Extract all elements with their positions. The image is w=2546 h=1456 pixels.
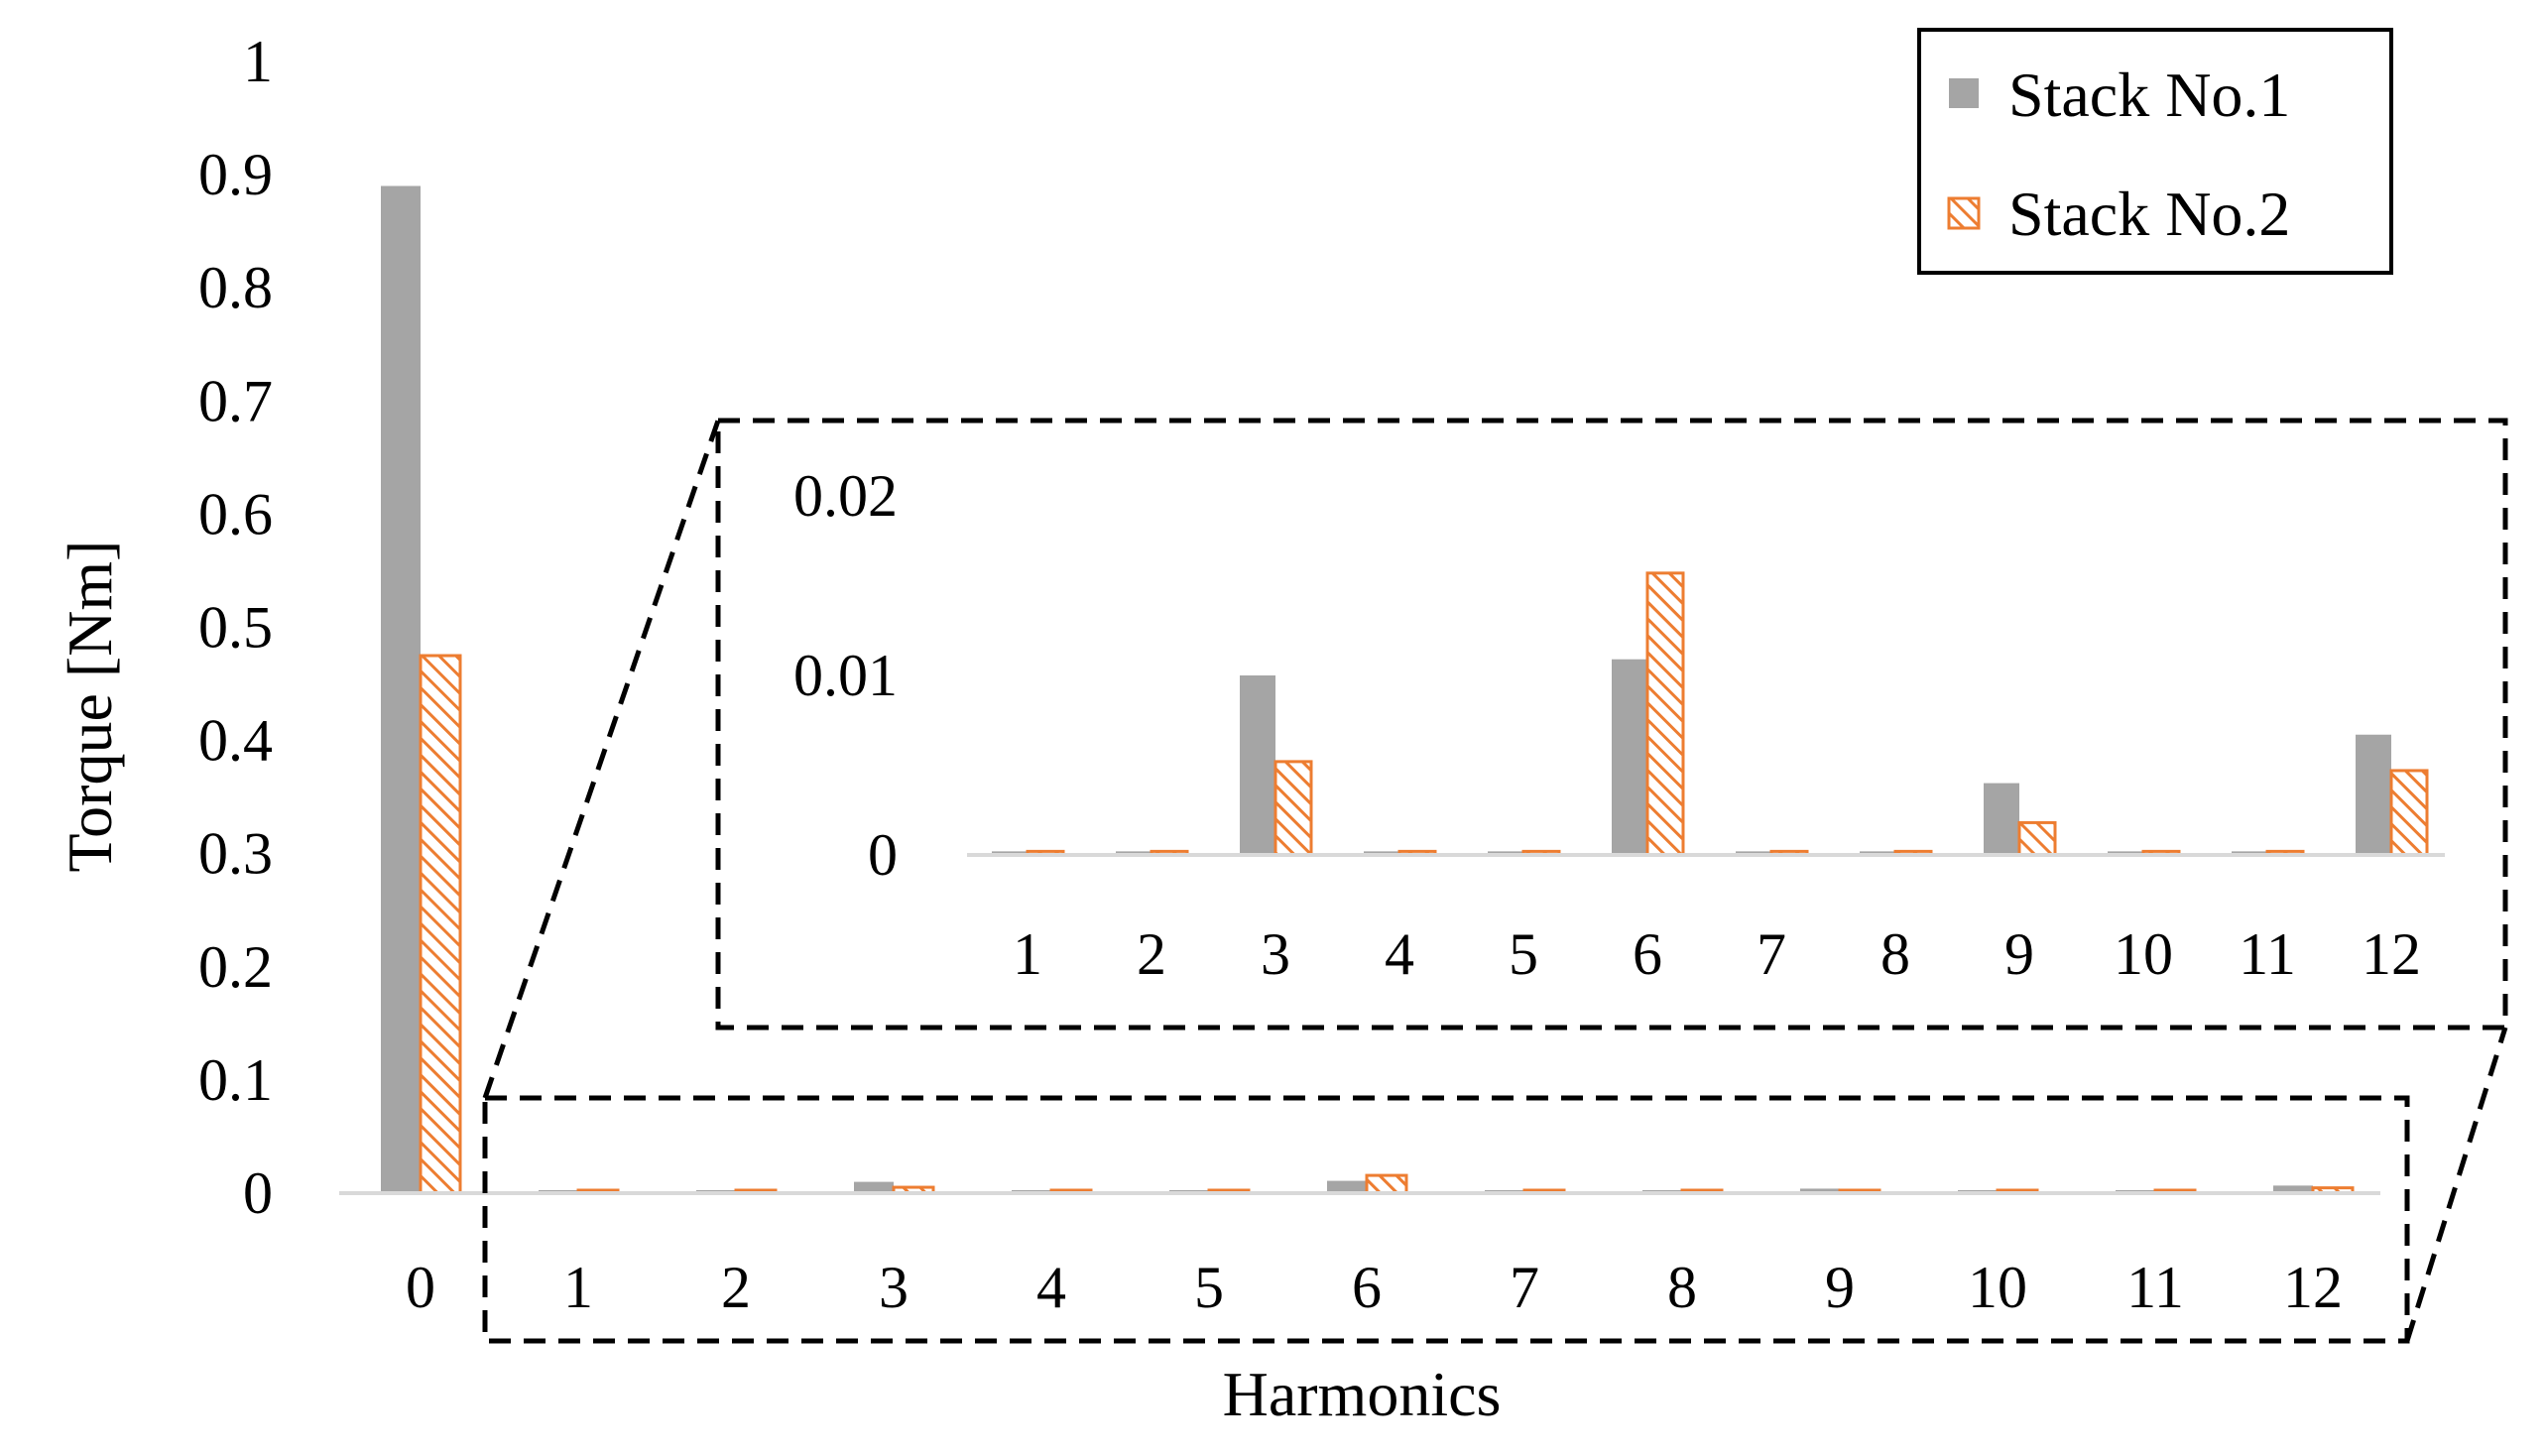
main-y-tick-label: 0 [243, 1160, 273, 1226]
main-y-tick-label: 0.7 [198, 368, 273, 433]
main-y-tick-label: 0.3 [198, 821, 273, 887]
zoom-connector-right [2404, 1027, 2508, 1342]
inset-bar-stack-2 [2017, 820, 2057, 857]
legend-swatch-stack-1 [1949, 78, 1979, 108]
inset-x-tick-label: 7 [1757, 921, 1786, 987]
inset-y-tick-label: 0.01 [793, 643, 898, 708]
main-x-tick-label: 6 [1352, 1255, 1382, 1320]
main-bars [381, 185, 2355, 1195]
inset-frame [715, 418, 2508, 1031]
main-x-tick-label: 9 [1825, 1255, 1855, 1320]
inset-x-tick-label: 1 [1013, 921, 1042, 987]
inset-x-tick-label: 10 [2114, 921, 2173, 987]
inset-bar-stack-2 [1273, 760, 1313, 857]
main-y-tick-label: 0.4 [198, 708, 273, 774]
main-y-tick-label: 0.6 [198, 481, 273, 546]
main-x-tick-label: 1 [563, 1255, 593, 1320]
legend-label-stack-1: Stack No.1 [2008, 60, 2290, 130]
main-x-tick-label: 0 [406, 1255, 435, 1320]
main-bar-stack-1 [1327, 1180, 1367, 1193]
main-x-tick-label: 8 [1667, 1255, 1697, 1320]
inset-x-tick-label: 4 [1385, 921, 1414, 987]
main-y-tick-label: 0.1 [198, 1047, 273, 1113]
main-y-tick-label: 1 [243, 29, 273, 94]
legend: Stack No.1 Stack No.2 [1917, 28, 2393, 275]
main-bar-stack-1 [381, 185, 421, 1193]
main-bar-stack-2 [419, 654, 462, 1195]
inset-bar-stack-1 [1612, 659, 1647, 855]
inset-x-tick-label: 6 [1633, 921, 1662, 987]
inset-bar-stack-1 [1240, 675, 1275, 855]
main-x-tick-label: 10 [1968, 1255, 2027, 1320]
inset-bars [992, 571, 2429, 857]
inset-bar-stack-2 [2389, 769, 2429, 857]
main-bar-stack-2 [1365, 1173, 1408, 1195]
inset-y-ticks: 0 0.01 0.02 [793, 463, 898, 888]
main-y-tick-label: 0.8 [198, 255, 273, 320]
main-bar-stack-1 [854, 1181, 894, 1193]
legend-swatch-stack-2 [1947, 196, 1981, 230]
inset-x-tick-label: 3 [1261, 921, 1290, 987]
inset-bar-stack-1 [1984, 783, 2019, 855]
inset-bar-stack-1 [2356, 734, 2391, 855]
main-y-tick-label: 0.5 [198, 595, 273, 661]
main-x-ticks: 0 1 2 3 4 5 6 7 8 9 10 11 12 [406, 1255, 2343, 1320]
main-y-tick-label: 0.2 [198, 934, 273, 1000]
inset-x-tick-label: 5 [1509, 921, 1538, 987]
inset-x-tick-label: 9 [2004, 921, 2034, 987]
zoom-indicator [482, 418, 2508, 1344]
legend-frame [1917, 28, 2393, 275]
inset-x-ticks: 1 2 3 4 5 6 7 8 9 10 11 12 [1013, 921, 2421, 987]
main-x-tick-label: 2 [721, 1255, 751, 1320]
inset-y-tick-label: 0 [868, 822, 898, 888]
main-bar-stack-1 [1800, 1188, 1840, 1193]
y-axis-title: Torque [Nm] [55, 541, 125, 873]
legend-label-stack-2: Stack No.2 [2008, 179, 2290, 249]
inset-x-tick-label: 2 [1137, 921, 1166, 987]
main-y-ticks: 0 0.1 0.2 0.3 0.4 0.5 0.6 0.7 0.8 0.9 1 [198, 29, 273, 1226]
main-x-tick-label: 7 [1510, 1255, 1539, 1320]
inset-x-tick-label: 11 [2239, 921, 2296, 987]
inset-y-tick-label: 0.02 [793, 463, 898, 529]
inset-x-tick-label: 8 [1880, 921, 1910, 987]
zoom-connector-left [482, 420, 721, 1099]
main-x-tick-label: 12 [2283, 1255, 2343, 1320]
main-x-tick-label: 3 [879, 1255, 909, 1320]
inset-plot: 00.010.02 1 2 3 4 5 6 7 8 9 10 11 12 [793, 463, 2445, 987]
main-bar-stack-1 [2273, 1185, 2313, 1193]
main-y-tick-label: 0.9 [198, 142, 273, 207]
zoom-region-box [482, 1095, 2410, 1344]
inset-x-tick-label: 12 [2362, 921, 2421, 987]
inset-bar-stack-2 [1645, 571, 1685, 857]
main-x-tick-label: 5 [1194, 1255, 1224, 1320]
x-axis-title: Harmonics [1223, 1359, 1502, 1429]
main-x-tick-label: 4 [1036, 1255, 1066, 1320]
main-x-tick-label: 11 [2126, 1255, 2184, 1320]
